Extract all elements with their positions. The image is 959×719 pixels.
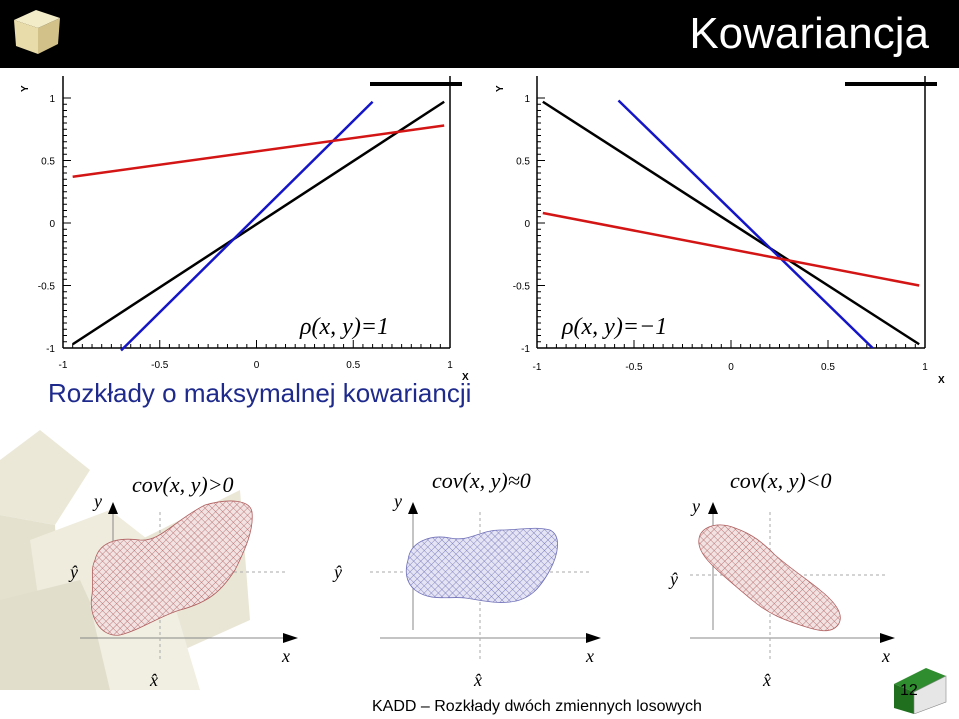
- page-cube-icon: [894, 668, 947, 714]
- y-tick-label: -0.5: [513, 282, 531, 293]
- x-axis-label: X: [462, 372, 469, 383]
- series-line-2: [542, 211, 920, 287]
- x-tick-label: 0.5: [821, 362, 835, 373]
- x-tick-label: 0: [728, 362, 734, 373]
- legend-bar: [845, 82, 937, 86]
- series-line-0: [542, 100, 920, 346]
- x-tick-label: -1: [59, 360, 68, 371]
- correlation-annotation: ρ(x, y)=1: [299, 314, 389, 340]
- y-tick-label: 0: [524, 219, 530, 230]
- y-tick-label: 0.5: [41, 157, 55, 168]
- y-tick-label: -1: [46, 344, 55, 355]
- y-label: y: [690, 496, 700, 516]
- section-subtitle: Rozkłady o maksymalnej kowariancji: [48, 378, 472, 408]
- x-axis-arrow-icon: [880, 633, 895, 643]
- y-hat-label: ŷ: [332, 562, 342, 582]
- y-axis-arrow-icon: [708, 502, 718, 514]
- series-line-1: [617, 99, 874, 349]
- cov-label: cov(x, y)>0: [132, 472, 234, 497]
- bottom-panels: y cov(x, y)>0 ŷ x x̂ y cov(x, y)≈0 ŷ x x…: [0, 430, 895, 690]
- legend-bar: [370, 82, 462, 86]
- panel-cov-zero: y cov(x, y)≈0 ŷ x x̂: [332, 468, 601, 690]
- cube-logo-icon: [14, 10, 60, 54]
- y-axis-label: Y: [495, 85, 506, 92]
- x-hat-label: x̂: [473, 670, 482, 690]
- x-axis-arrow-icon: [586, 633, 601, 643]
- page-title: Kowariancja: [689, 9, 929, 58]
- page-number: 12: [900, 682, 918, 699]
- x-axis-label: X: [938, 375, 945, 386]
- panel-cov-negative: y cov(x, y)<0 ŷ x x̂: [668, 468, 895, 690]
- plot-negative-correlation: -1 -0.5 0 0.5 1 1 0.5 0 -0.5 -1 X Yρ(x, y)=−1: [495, 76, 945, 386]
- y-tick-label: 0: [49, 219, 55, 230]
- y-hat-label: ŷ: [668, 569, 678, 589]
- y-axis-arrow-icon: [108, 502, 118, 514]
- header-bar: Kowariancja: [0, 0, 959, 68]
- cov-label: cov(x, y)≈0: [432, 468, 531, 493]
- y-label: y: [92, 491, 102, 511]
- y-axis-label: Y: [20, 85, 31, 92]
- series-line-2: [72, 124, 445, 178]
- y-tick-label: -1: [521, 344, 530, 355]
- x-tick-label: 1: [922, 362, 928, 373]
- x-tick-label: -0.5: [625, 362, 643, 373]
- y-label: y: [392, 491, 402, 511]
- plot-positive-correlation: -1 -0.5 0 0.5 1 1 0.5 0 -0.5 -1 X Yρ(x, y)=1: [20, 76, 469, 383]
- series-line-1: [120, 100, 374, 352]
- y-hat-label: ŷ: [68, 562, 78, 582]
- y-tick-label: -0.5: [38, 282, 56, 293]
- y-tick-label: 0.5: [516, 157, 530, 168]
- cov-label: cov(x, y)<0: [730, 468, 832, 493]
- correlation-annotation: ρ(x, y)=−1: [561, 314, 667, 340]
- series-line-0: [71, 100, 445, 346]
- x-label: x: [585, 646, 594, 666]
- footer-text: KADD – Rozkłady dwóch zmiennych losowych: [372, 698, 702, 715]
- x-tick-label: -1: [533, 362, 542, 373]
- x-hat-label: x̂: [149, 670, 158, 690]
- x-tick-label: -0.5: [151, 360, 169, 371]
- y-axis-arrow-icon: [408, 502, 418, 514]
- panel-cov-positive: y cov(x, y)>0 ŷ x x̂: [68, 472, 298, 690]
- x-hat-label: x̂: [762, 670, 771, 690]
- x-label: x: [281, 646, 290, 666]
- y-tick-label: 1: [524, 94, 530, 105]
- x-label: x: [881, 646, 890, 666]
- x-tick-label: 1: [447, 360, 453, 371]
- x-tick-label: 0.5: [346, 360, 360, 371]
- x-axis-arrow-icon: [283, 633, 298, 643]
- top-charts: -1 -0.5 0 0.5 1 1 0.5 0 -0.5 -1 X Yρ(x, y)=1 -1 -0.5…: [20, 76, 945, 386]
- y-tick-label: 1: [49, 94, 55, 105]
- x-tick-label: 0: [254, 360, 260, 371]
